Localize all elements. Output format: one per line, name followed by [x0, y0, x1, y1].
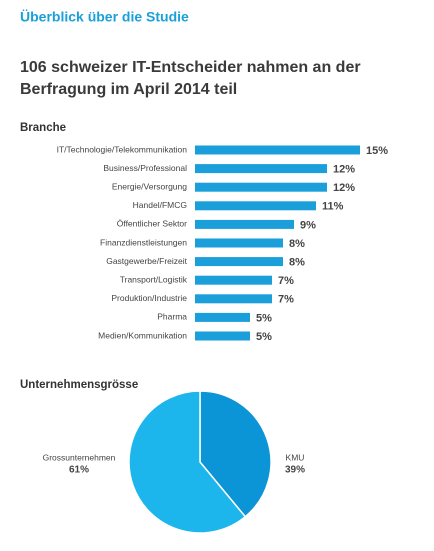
category-label: IT/Technologie/Telekommunikation	[57, 144, 188, 154]
category-label: Medien/Kommunikation	[98, 330, 187, 340]
pie-slice	[128, 390, 247, 534]
value-label: 8%	[289, 257, 305, 269]
subtitle: Berfragung im April 2014 teil	[20, 81, 237, 98]
value-label: 8%	[289, 238, 305, 250]
category-label: Transport/Logistik	[120, 274, 188, 284]
value-label: 11%	[322, 201, 344, 213]
category-label: Produktion/Industrie	[111, 293, 187, 303]
slice-value: 61%	[69, 465, 89, 476]
chart-title: Unternehmensgrösse	[20, 379, 138, 391]
slice-label: KMU	[286, 452, 305, 462]
bar	[195, 294, 272, 304]
bar	[195, 275, 272, 285]
value-label: 12%	[333, 182, 355, 194]
value-label: 5%	[256, 312, 272, 324]
bar	[195, 145, 360, 155]
bar	[195, 182, 327, 192]
bar	[195, 238, 283, 248]
value-label: 7%	[278, 275, 294, 287]
subtitle: 106 schweizer IT-Entscheider nahmen an d…	[20, 59, 361, 76]
value-label: 5%	[256, 331, 272, 343]
value-label: 9%	[300, 219, 316, 231]
category-label: Handel/FMCG	[133, 200, 187, 210]
bar	[195, 312, 250, 322]
slice-label: Grossunternehmen	[43, 452, 116, 462]
pie-slice	[199, 390, 272, 518]
category-label: Öffentlicher Sektor	[117, 219, 187, 229]
category-label: Pharma	[157, 312, 187, 322]
category-label: Business/Professional	[103, 163, 187, 173]
page-title: Überblick über die Studie	[20, 9, 189, 25]
chart-title: Branche	[20, 122, 66, 134]
value-label: 15%	[366, 145, 388, 157]
category-label: Energie/Versorgung	[112, 181, 187, 191]
category-label: Gastgewerbe/Freizeit	[106, 256, 187, 266]
bar	[195, 257, 283, 267]
bar	[195, 201, 316, 211]
value-label: 7%	[278, 294, 294, 306]
bar	[195, 331, 250, 341]
bar	[195, 219, 294, 229]
value-label: 12%	[333, 164, 355, 176]
bar	[195, 164, 327, 174]
category-label: Finanzdienstleistungen	[100, 237, 187, 247]
slice-value: 39%	[285, 465, 305, 476]
